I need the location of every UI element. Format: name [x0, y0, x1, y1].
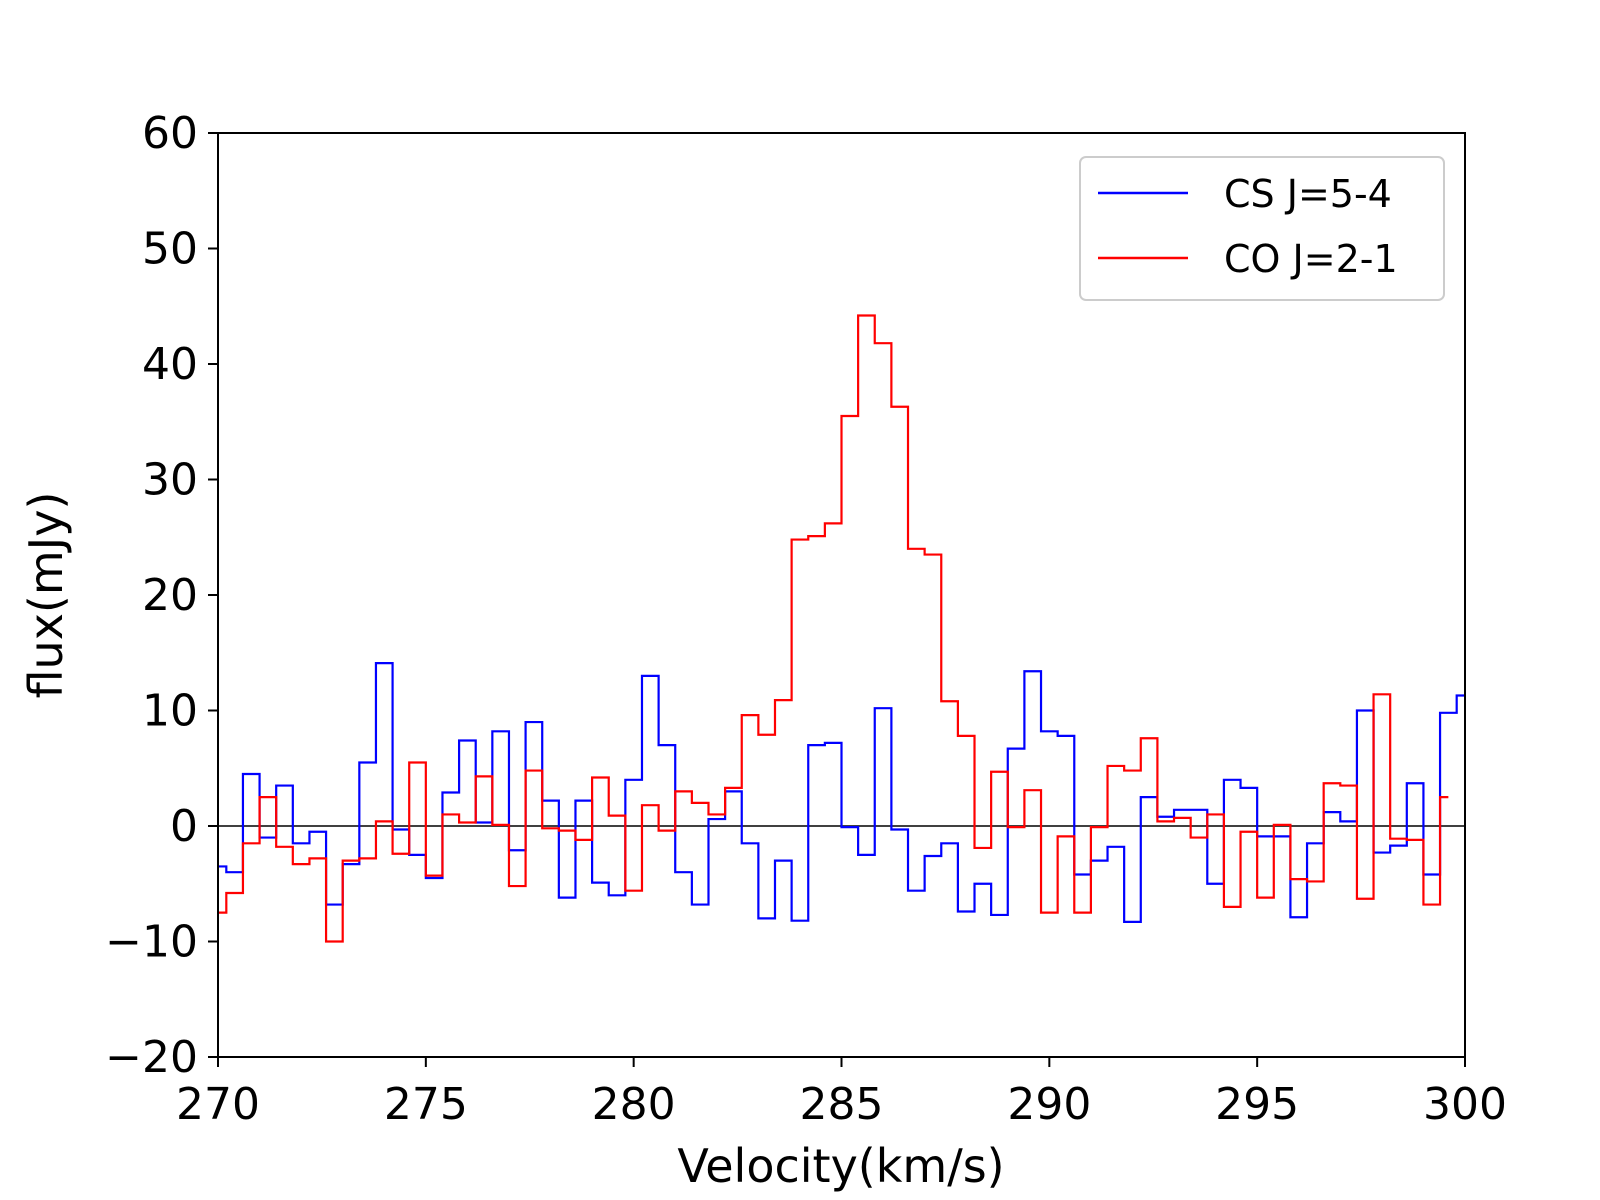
series-line-cs: [218, 662, 1465, 923]
series-layer: [218, 314, 1465, 943]
x-tick-label: 295: [1215, 1079, 1299, 1130]
legend-label-cs: CS J=5-4: [1224, 172, 1392, 216]
x-tick-label: 285: [800, 1079, 884, 1130]
y-tick-label: 0: [170, 801, 198, 852]
y-tick-label: −20: [105, 1032, 198, 1083]
y-tick-label: 10: [142, 686, 198, 737]
x-tick-label: 290: [1007, 1079, 1091, 1130]
series-line-co: [218, 314, 1449, 943]
y-tick-label: 60: [142, 108, 198, 159]
legend-label-co: CO J=2-1: [1224, 237, 1398, 281]
x-tick-label: 300: [1423, 1079, 1507, 1130]
y-axis-title: flux(mJy): [19, 492, 73, 699]
x-axis: 270 275 280 285 290 295 300: [176, 1057, 1507, 1130]
x-tick-label: 275: [384, 1079, 468, 1130]
x-tick-label: 270: [176, 1079, 260, 1130]
x-tick-label: 280: [592, 1079, 676, 1130]
y-tick-label: 40: [142, 339, 198, 390]
y-tick-label: 20: [142, 570, 198, 621]
legend: CS J=5-4 CO J=2-1: [1079, 156, 1445, 301]
y-tick-label: 50: [142, 224, 198, 275]
y-axis: −20 −10 0 10 20 30 40 50 60: [105, 108, 218, 1083]
x-axis-title: Velocity(km/s): [677, 1139, 1004, 1193]
y-tick-label: −10: [105, 917, 198, 968]
y-tick-label: 30: [142, 455, 198, 506]
